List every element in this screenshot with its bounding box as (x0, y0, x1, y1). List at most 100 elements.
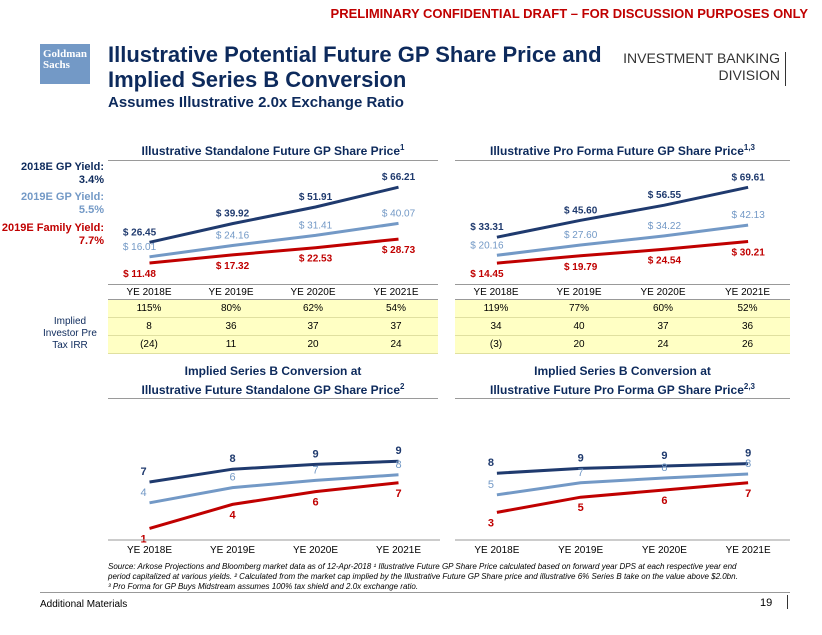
table-header-cell: YE 2018E (473, 287, 519, 298)
table-header-cell: YE 2020E (640, 287, 686, 298)
page-number: 19 (760, 597, 773, 609)
data-label: $ 28.73 (382, 245, 416, 256)
data-label: 9 (578, 452, 584, 464)
goldman-sachs-logo: Goldman Sachs (40, 44, 90, 84)
footnotes: Source: Arkose Projections and Bloomberg… (108, 562, 798, 592)
table-cell: 8 (146, 321, 152, 332)
table-header-cell: YE 2021E (373, 287, 419, 298)
x-tick-label: YE 2020E (642, 545, 687, 556)
series-line-dark (496, 185, 749, 239)
data-label: $ 24.54 (648, 255, 682, 266)
table-cell: 26 (741, 339, 754, 350)
table-header-cell: YE 2018E (126, 287, 172, 298)
data-label: 8 (229, 453, 235, 465)
data-label: 5 (488, 479, 494, 491)
logo-line1: Goldman (43, 48, 88, 60)
footnote-line3: ³ Pro Forma for GP Buys Midstream assume… (108, 582, 419, 591)
series-line-light (149, 473, 399, 505)
data-label: 1 (140, 533, 146, 545)
data-label: $ 14.45 (470, 269, 504, 280)
table-row: 115% 80% 62% 54% (108, 300, 438, 318)
data-label: 3 (488, 517, 494, 529)
table-cell: 115% (136, 303, 162, 314)
division-line2: DIVISION (718, 67, 780, 83)
x-tick-label: YE 2019E (558, 545, 603, 556)
proforma-price-title-text: Illustrative Pro Forma Future GP Share P… (490, 144, 744, 158)
data-label: $ 16.01 (123, 242, 157, 253)
table-cell: 77% (568, 303, 589, 314)
data-label: 7 (745, 488, 751, 500)
proforma-conversion-title-sup: 2,3 (743, 382, 755, 391)
table-header: YE 2018E YE 2019E YE 2020E YE 2021E (455, 284, 790, 300)
yield-gp-2019-value: 5.5% (78, 204, 104, 216)
page-title: Illustrative Potential Future GP Share P… (108, 42, 628, 92)
data-label: 7 (312, 464, 318, 476)
series-line-red (496, 240, 749, 265)
data-label: $ 24.16 (216, 230, 250, 241)
table-cell: 52% (737, 303, 758, 314)
data-label: 4 (229, 509, 236, 521)
table-cell: 20 (307, 339, 319, 350)
division-line1: INVESTMENT BANKING (623, 50, 780, 66)
series-line-light (496, 223, 749, 257)
standalone-price-title-sup: 1 (400, 143, 405, 152)
series-line-red (496, 481, 749, 514)
standalone-conversion-title-line2: Illustrative Future Standalone GP Share … (141, 383, 401, 397)
table-cell: 62% (302, 303, 323, 314)
proforma-price-title: Illustrative Pro Forma Future GP Share P… (455, 140, 790, 159)
standalone-conversion-title: Implied Series B Conversion at Illustrat… (108, 364, 438, 398)
irr-label-line2: Investor Pre (43, 328, 97, 339)
series-line-dark (496, 462, 749, 475)
yield-gp-2018: 2018E GP Yield: 3.4% (10, 161, 104, 187)
irr-row-label: Implied Investor Pre Tax IRR (30, 316, 110, 352)
data-label: $ 33.31 (470, 222, 504, 233)
proforma-irr-table: YE 2018E YE 2019E YE 2020E YE 2021E 119%… (455, 284, 790, 354)
table-row: 119% 77% 60% 52% (455, 300, 790, 318)
data-label: 8 (488, 457, 494, 469)
page-number-divider (787, 595, 788, 609)
data-label: $ 19.79 (564, 262, 598, 273)
yield-family-2019: 2019E Family Yield: 7.7% (0, 222, 104, 248)
table-cell: 11 (225, 339, 237, 350)
irr-label-line1: Implied (53, 316, 87, 327)
x-tick-label: YE 2020E (293, 545, 338, 556)
logo-line2: Sachs (43, 59, 70, 71)
data-label: $ 39.92 (216, 209, 250, 220)
standalone-conversion-title-line1: Implied Series B Conversion at (184, 364, 362, 378)
data-label: $ 22.53 (299, 254, 333, 265)
yield-gp-2018-label: 2018E GP Yield: (21, 161, 104, 173)
x-tick-label: YE 2018E (127, 545, 172, 556)
data-label: $ 56.55 (648, 190, 682, 201)
table-header-cell: YE 2019E (556, 287, 602, 298)
data-label: $ 34.22 (648, 221, 682, 232)
data-label: $ 42.13 (731, 210, 765, 221)
data-label: 6 (312, 497, 318, 509)
table-header-cell: YE 2021E (724, 287, 771, 298)
data-label: 7 (140, 466, 146, 478)
standalone-price-title-text: Illustrative Standalone Future GP Share … (141, 144, 401, 158)
data-label: 8 (661, 462, 667, 474)
irr-label-line3: Tax IRR (52, 340, 88, 351)
table-cell: 24 (657, 339, 669, 350)
data-label: 6 (661, 495, 667, 507)
data-label: 8 (745, 458, 751, 470)
table-cell: 80% (220, 303, 241, 314)
footnote-line1: Source: Arkose Projections and Bloomberg… (108, 562, 737, 571)
table-cell: 36 (225, 321, 237, 332)
data-label: 9 (745, 448, 751, 460)
table-cell: 36 (741, 321, 754, 332)
data-label: $ 26.45 (123, 227, 157, 238)
footer-divider (40, 592, 790, 593)
division-label: INVESTMENT BANKING DIVISION (620, 50, 780, 84)
page-subtitle: Assumes Illustrative 2.0x Exchange Ratio (108, 94, 404, 111)
data-label: $ 27.60 (564, 230, 598, 241)
table-row: 8 36 37 37 (108, 318, 438, 336)
standalone-price-chart: $ 26.45 $ 39.92 $ 51.91 $ 66.21 $ 16.01 $ 24.… (123, 172, 416, 280)
data-label: 5 (578, 502, 584, 514)
yield-gp-2019-label: 2019E GP Yield: (21, 191, 104, 203)
data-label: $ 69.61 (731, 172, 765, 183)
data-label: 4 (140, 487, 146, 499)
table-cell: 119% (483, 303, 509, 314)
proforma-conversion-title-line2: Illustrative Future Pro Forma GP Share P… (490, 383, 744, 397)
